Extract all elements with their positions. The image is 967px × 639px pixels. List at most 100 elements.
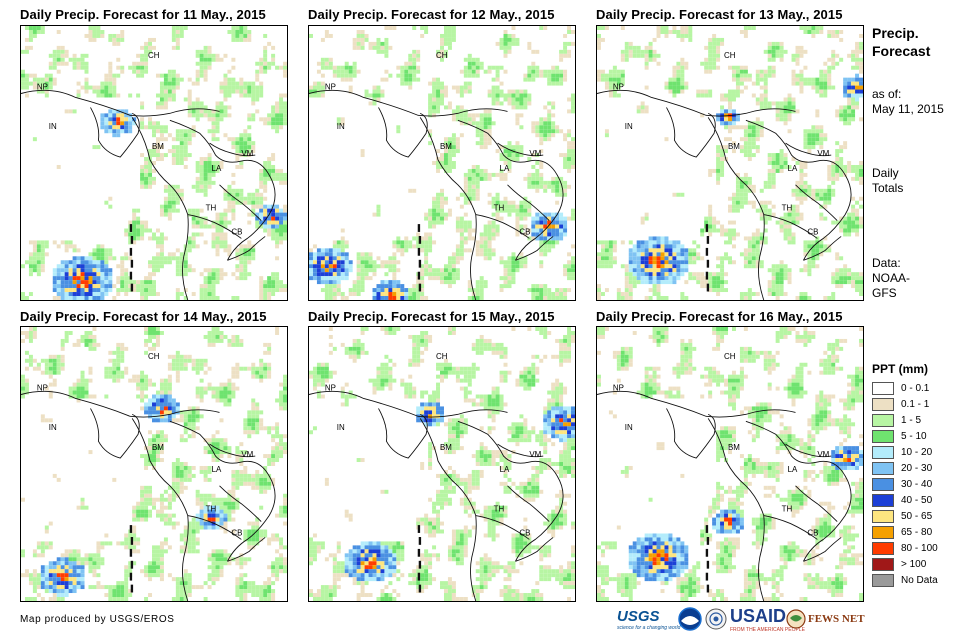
forecast-map-2: CH NP IN BM LA VM TH CB — [308, 25, 576, 301]
side-title-line1: Precip. — [872, 25, 919, 41]
precip-raster: CH NP IN BM LA VM TH CB — [597, 327, 863, 601]
country-label: BM — [728, 443, 740, 452]
legend-swatch — [872, 477, 894, 491]
country-label: BM — [152, 443, 164, 452]
side-data: Data: NOAA- GFS — [872, 256, 910, 301]
legend-label: 20 - 30 — [901, 462, 933, 474]
forecast-map-5: CH NP IN BM LA VM TH CB — [308, 326, 576, 602]
side-daily: Daily Totals — [872, 166, 903, 196]
legend-label: No Data — [901, 574, 938, 586]
forecast-map-1: CH NP IN BM LA VM TH CB — [20, 25, 288, 301]
legend-label: 80 - 100 — [901, 542, 938, 554]
legend-label: 30 - 40 — [901, 478, 933, 490]
legend-item: 40 - 50 — [872, 492, 938, 508]
country-label: TH — [782, 505, 793, 514]
country-label: IN — [625, 122, 633, 131]
country-label: NP — [37, 83, 48, 92]
legend-swatch — [872, 525, 894, 539]
panel-title-6: Daily Precip. Forecast for 16 May., 2015 — [596, 309, 843, 324]
country-label: CB — [231, 528, 242, 537]
country-label: NP — [37, 384, 48, 393]
legend-swatch — [872, 557, 894, 571]
fews-logo-text: FEWS NET — [808, 613, 865, 625]
noaa-logo — [678, 604, 702, 634]
legend-swatch — [872, 397, 894, 411]
legend: PPT (mm) 0 - 0.1 0.1 - 1 1 - 5 5 - 10 10 - 2… — [872, 362, 938, 588]
legend-label: 5 - 10 — [901, 430, 927, 442]
panel-title-4: Daily Precip. Forecast for 14 May., 2015 — [20, 309, 267, 324]
side-asof: as of: May 11, 2015 — [872, 87, 944, 117]
legend-item: 30 - 40 — [872, 476, 938, 492]
usaid-logo-text: USAID — [730, 605, 787, 626]
country-label: CH — [436, 51, 448, 60]
country-label: VM — [241, 450, 253, 459]
country-label: NP — [613, 384, 624, 393]
country-label: LA — [788, 164, 798, 173]
country-label: CH — [148, 352, 160, 361]
country-label: TH — [206, 505, 217, 514]
country-label: CH — [148, 51, 160, 60]
fews-net-logo: FEWS NET — [786, 604, 865, 634]
country-label: CH — [724, 352, 736, 361]
forecast-map-3: CH NP IN BM LA VM TH CB — [596, 25, 864, 301]
country-label: BM — [440, 142, 452, 151]
legend-item: 5 - 10 — [872, 428, 938, 444]
country-label: IN — [49, 122, 57, 131]
side-title-line2: Forecast — [872, 43, 931, 59]
legend-title: PPT (mm) — [872, 362, 929, 376]
usaid-logo-tagline: FROM THE AMERICAN PEOPLE — [730, 626, 805, 633]
legend-swatch — [872, 381, 894, 395]
legend-swatch — [872, 461, 894, 475]
country-label: TH — [494, 204, 505, 213]
fews-globe-icon — [786, 609, 806, 629]
legend-item: 10 - 20 — [872, 444, 938, 460]
legend-label: 10 - 20 — [901, 446, 933, 458]
country-label: IN — [337, 423, 345, 432]
precip-raster: CH NP IN BM LA VM TH CB — [21, 327, 287, 601]
country-label: BM — [728, 142, 740, 151]
legend-swatch — [872, 413, 894, 427]
country-label: BM — [440, 443, 452, 452]
country-label: BM — [152, 142, 164, 151]
country-label: VM — [817, 450, 829, 459]
legend-item: > 100 — [872, 556, 938, 572]
precip-raster: CH NP IN BM LA VM TH CB — [21, 26, 287, 300]
side-asof-line2: May 11, 2015 — [872, 102, 944, 116]
country-label: VM — [529, 450, 541, 459]
country-label: CB — [231, 227, 242, 236]
country-label: LA — [212, 164, 222, 173]
country-label: VM — [529, 149, 541, 158]
legend-item: 65 - 80 — [872, 524, 938, 540]
forecast-map-6: CH NP IN BM LA VM TH CB — [596, 326, 864, 602]
panel-title-3: Daily Precip. Forecast for 13 May., 2015 — [596, 7, 843, 22]
country-label: TH — [494, 505, 505, 514]
side-data-line1: Data: — [872, 256, 901, 270]
legend-swatch — [872, 445, 894, 459]
seal-icon — [705, 608, 727, 630]
country-label: LA — [212, 465, 222, 474]
legend-item: 1 - 5 — [872, 412, 938, 428]
side-asof-line1: as of: — [872, 87, 902, 101]
legend-item: No Data — [872, 572, 938, 588]
country-label: VM — [817, 149, 829, 158]
panel-title-5: Daily Precip. Forecast for 15 May., 2015 — [308, 309, 555, 324]
legend-label: 50 - 65 — [901, 510, 933, 522]
country-label: IN — [625, 423, 633, 432]
legend-swatch — [872, 509, 894, 523]
legend-label: > 100 — [901, 558, 927, 570]
country-label: CB — [519, 227, 530, 236]
side-daily-line2: Totals — [872, 181, 904, 195]
map-credit: Map produced by USGS/EROS — [20, 614, 175, 625]
country-label: CB — [519, 528, 530, 537]
legend-swatch — [872, 429, 894, 443]
usgs-logo-tagline: science for a changing world — [617, 624, 681, 631]
legend-label: 0.1 - 1 — [901, 398, 930, 410]
legend-label: 0 - 0.1 — [901, 382, 930, 394]
legend-rows: 0 - 0.1 0.1 - 1 1 - 5 5 - 10 10 - 20 20 - 30 3… — [872, 380, 938, 588]
country-label: CH — [724, 51, 736, 60]
legend-label: 40 - 50 — [901, 494, 933, 506]
country-label: CB — [807, 528, 818, 537]
legend-item: 0 - 0.1 — [872, 380, 938, 396]
panel-title-1: Daily Precip. Forecast for 11 May., 2015 — [20, 7, 266, 22]
usgs-logo-text: USGS — [617, 607, 660, 625]
